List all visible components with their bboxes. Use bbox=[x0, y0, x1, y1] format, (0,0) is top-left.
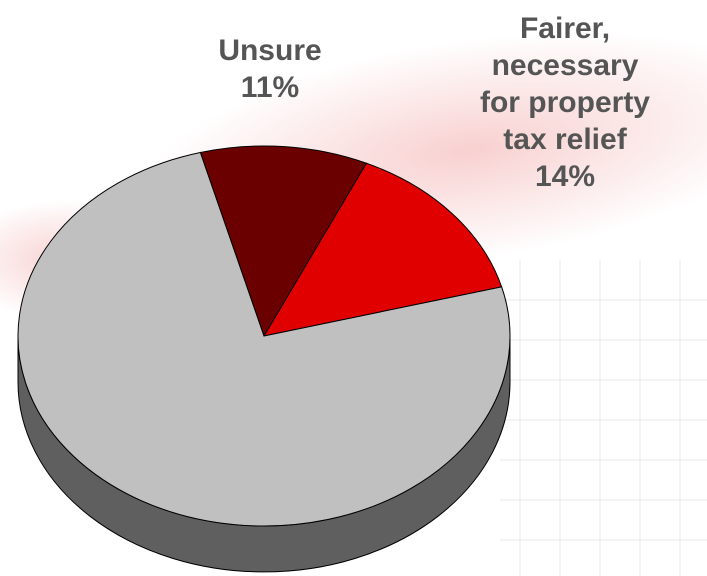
slice-label-unsure: Unsure 11% bbox=[170, 32, 370, 106]
grid-pattern bbox=[500, 260, 707, 576]
slice-name-unsure: Unsure bbox=[218, 34, 322, 67]
slice-name-fairer-line-3: for property bbox=[479, 86, 650, 119]
slice-name-fairer-line-4: tax relief bbox=[503, 123, 627, 156]
pie-slice-fairer bbox=[262, 162, 503, 337]
slice-name-fairer-line-2: necessary bbox=[491, 49, 639, 82]
slice-percent-unsure: 11% bbox=[240, 71, 300, 104]
pie-slice-2 bbox=[17, 151, 511, 527]
slice-name-fairer-line-1: Fairer, bbox=[519, 12, 611, 45]
pie-slice-unsure bbox=[199, 145, 368, 338]
slice-percent-fairer: 14% bbox=[534, 160, 596, 193]
slice-label-fairer: Fairer, necessary for property tax relie… bbox=[430, 10, 700, 195]
